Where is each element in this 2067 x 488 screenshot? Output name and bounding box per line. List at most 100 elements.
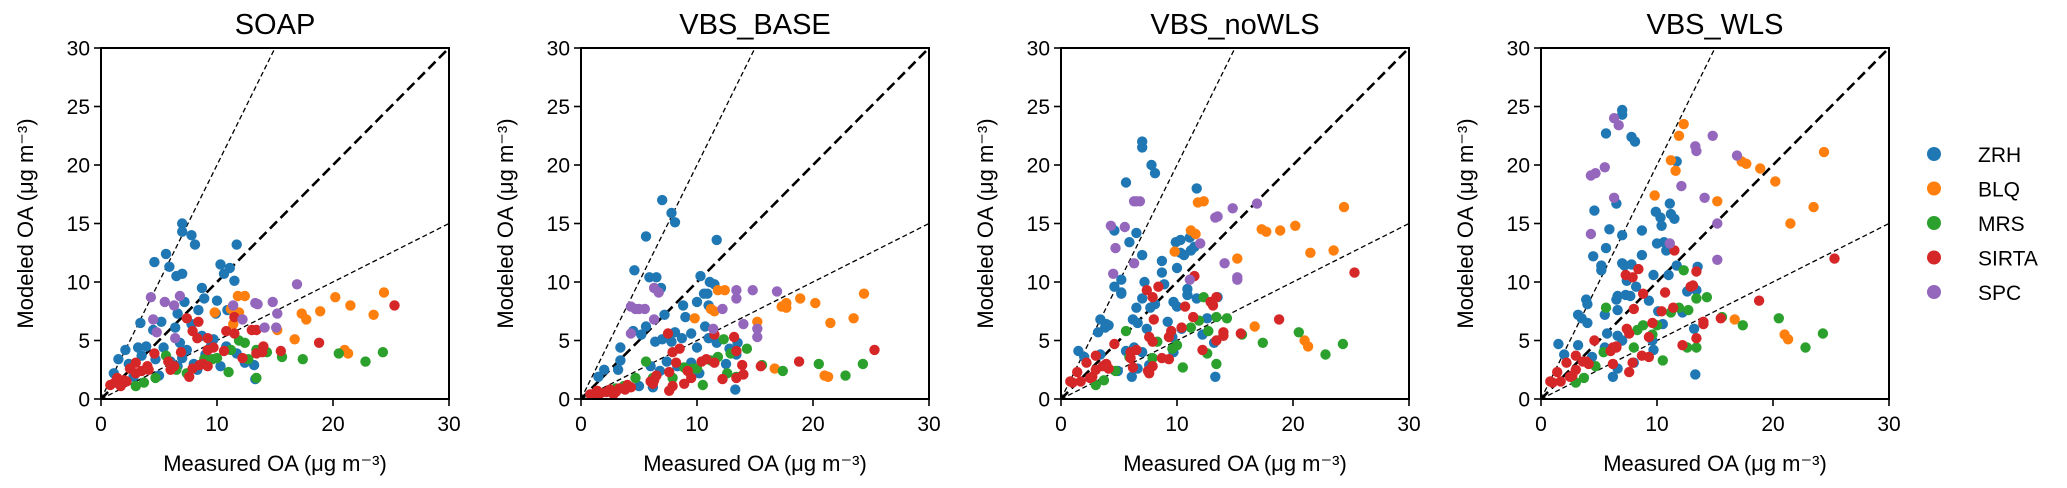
series-blq (209, 287, 390, 359)
legend-label: SIRTA (1978, 248, 2038, 271)
data-point-spc (1212, 211, 1223, 222)
data-point-blq (719, 285, 730, 296)
y-tick-label: 30 (1027, 38, 1050, 61)
panel-vbs-base: 0 10 20 30 0 5 10 15 20 25 30 VBS_BASE Measured OA (… (493, 9, 941, 476)
data-point-mrs (1628, 342, 1640, 353)
data-point-mrs (1185, 322, 1197, 333)
data-point-blq (289, 334, 300, 345)
data-point-mrs (1578, 372, 1590, 384)
data-point-zrh (160, 248, 172, 260)
data-point-sirta (1163, 354, 1175, 365)
data-point-zrh (199, 293, 210, 304)
data-point-mrs (741, 343, 753, 354)
data-point-spc (148, 314, 159, 325)
data-point-sirta (679, 378, 690, 389)
data-point-zrh (1582, 317, 1593, 329)
y-tick-label: 10 (1507, 272, 1530, 295)
data-point-zrh (1109, 281, 1120, 292)
data-point-sirta (1153, 281, 1164, 292)
x-axis-label: Measured OA (μg m⁻³) (1603, 451, 1827, 476)
data-point-zrh (1589, 205, 1600, 216)
data-point-mrs (251, 372, 262, 384)
data-point-zrh (1582, 299, 1593, 310)
data-point-zrh (158, 342, 169, 353)
data-point-blq (848, 313, 859, 324)
data-point-mrs (1691, 293, 1702, 304)
data-point-zrh (1116, 274, 1127, 285)
data-point-blq (825, 317, 836, 329)
data-point-sirta (136, 365, 147, 377)
data-point-sirta (1349, 267, 1360, 278)
data-point-mrs (239, 337, 250, 348)
data-point-mrs (1320, 349, 1331, 360)
data-point-zrh (1669, 213, 1680, 224)
data-point-zrh (189, 239, 201, 250)
data-point-spc (151, 327, 162, 338)
data-point-zrh (640, 321, 652, 332)
data-point-mrs (840, 370, 851, 381)
data-point-zrh (1617, 109, 1628, 120)
data-point-mrs (1098, 375, 1110, 386)
y-tick-label: 20 (67, 155, 90, 178)
data-point-sirta (1637, 288, 1649, 299)
data-point-zrh (1162, 316, 1173, 327)
data-point-zrh (612, 364, 624, 375)
data-point-sirta (193, 316, 204, 327)
data-point-spc (1219, 258, 1230, 269)
data-point-zrh (1601, 328, 1613, 339)
data-point-zrh (1656, 220, 1667, 231)
y-tick-label: 30 (547, 38, 570, 61)
data-point-mrs (1177, 362, 1189, 373)
data-point-mrs (1817, 328, 1829, 339)
data-point-blq (689, 313, 700, 324)
data-point-zrh (1588, 251, 1599, 262)
data-point-zrh (141, 341, 152, 352)
x-axis-label: Measured OA (μg m⁻³) (1123, 451, 1347, 476)
data-point-spc (159, 296, 170, 308)
data-point-mrs (360, 356, 371, 367)
y-tick-label: 25 (1507, 96, 1530, 119)
data-point-blq (1190, 228, 1201, 240)
data-point-zrh (1600, 128, 1612, 139)
x-axis-label: Measured OA (μg m⁻³) (643, 451, 867, 476)
data-point-sirta (1166, 325, 1177, 337)
data-point-zrh (615, 355, 626, 366)
x-tick-label: 20 (801, 413, 824, 436)
data-point-zrh (669, 217, 681, 228)
data-point-zrh (1120, 177, 1132, 188)
data-point-zrh (1137, 293, 1148, 304)
data-point-spc (1712, 254, 1723, 265)
data-point-spc (1599, 162, 1611, 173)
data-point-sirta (389, 300, 400, 311)
x-tick-label: 0 (575, 413, 587, 436)
data-point-blq (822, 371, 834, 382)
data-point-sirta (755, 361, 766, 372)
data-point-spc (1664, 238, 1676, 249)
data-point-sirta (1147, 336, 1158, 347)
data-point-zrh (1137, 249, 1148, 261)
data-point-mrs (1257, 337, 1269, 348)
data-point-blq (1729, 314, 1740, 325)
data-point-zrh (186, 230, 197, 241)
data-point-sirta (109, 377, 121, 388)
data-point-spc (747, 285, 758, 296)
data-point-mrs (1293, 327, 1305, 338)
data-point-blq (368, 309, 379, 320)
data-point-blq (858, 288, 870, 299)
x-tick-label: 10 (1645, 413, 1668, 436)
data-point-blq (1665, 155, 1677, 166)
data-point-zrh (676, 333, 688, 344)
data-point-spc (1195, 238, 1206, 249)
data-point-sirta (130, 357, 141, 368)
data-point-sirta (1627, 272, 1638, 283)
data-point-spc (625, 328, 637, 339)
data-point-sirta (592, 385, 603, 396)
series-spc (625, 282, 783, 343)
legend-marker-mrs (1927, 216, 1941, 230)
data-point-sirta (717, 373, 728, 385)
x-tick-label: 30 (437, 413, 460, 436)
data-point-mrs (1147, 352, 1158, 364)
series-zrh (1553, 104, 1703, 382)
y-tick-label: 20 (1507, 155, 1530, 178)
data-point-spc (271, 322, 282, 333)
